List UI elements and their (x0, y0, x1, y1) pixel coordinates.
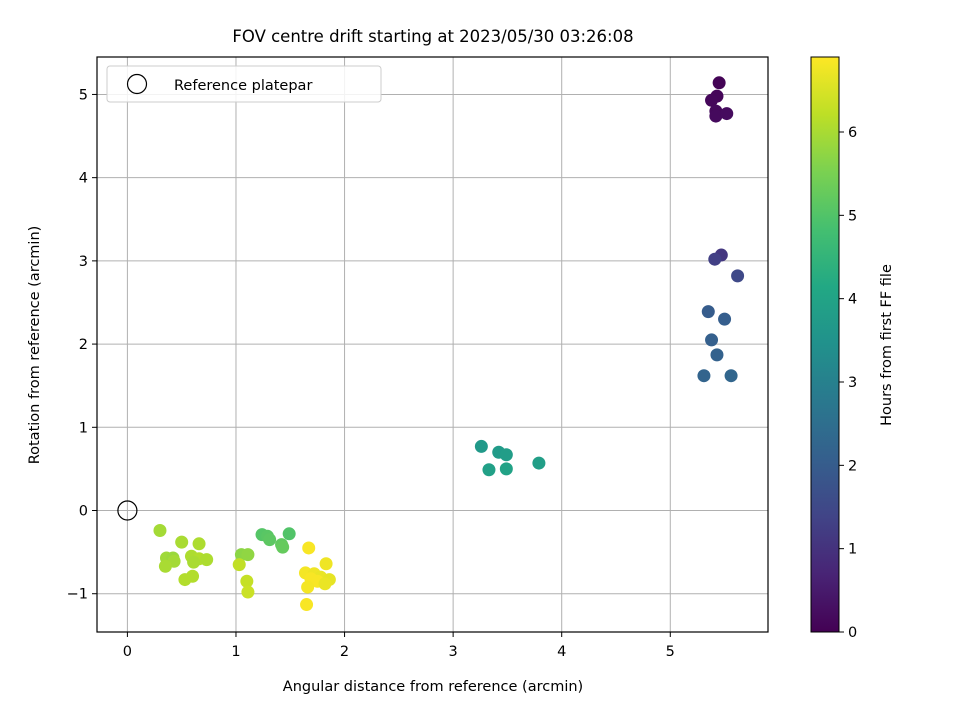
data-point (720, 107, 734, 121)
x-tick-label: 3 (449, 644, 458, 660)
colorbar-tick-label: 4 (848, 292, 857, 308)
data-point (718, 312, 732, 326)
data-point (187, 555, 201, 569)
data-point (709, 109, 723, 123)
colorbar: 0 1 2 3 4 5 6 Hours from first FF file (810, 56, 895, 641)
y-tick-label: 3 (79, 254, 88, 270)
x-tick-label: 4 (557, 644, 566, 660)
y-tick-label: 2 (79, 337, 88, 353)
legend: Reference platepar (106, 65, 382, 103)
data-points (117, 76, 745, 612)
data-point (240, 574, 254, 588)
y-tick-label: 0 (79, 504, 88, 520)
y-tick-label: −1 (67, 587, 88, 603)
colorbar-ticks: 0 1 2 3 4 5 6 (839, 125, 857, 641)
x-axis-ticks: 0 1 2 3 4 5 (123, 632, 675, 660)
x-tick-label: 2 (340, 644, 349, 660)
data-point (302, 541, 316, 555)
data-point (300, 598, 314, 612)
colorbar-tick-label: 0 (848, 625, 857, 641)
data-point (192, 537, 206, 551)
colorbar-tick-label: 6 (848, 125, 857, 141)
y-tick-label: 1 (79, 420, 88, 436)
data-point (474, 439, 488, 453)
colorbar-tick-label: 2 (848, 458, 857, 474)
x-tick-label: 0 (123, 644, 132, 660)
legend-box (106, 65, 382, 103)
data-point (724, 369, 738, 383)
data-point (263, 533, 277, 547)
x-tick-label: 5 (666, 644, 675, 660)
data-point (482, 463, 496, 477)
data-point (708, 252, 722, 266)
data-point (319, 557, 333, 571)
data-point (276, 540, 290, 554)
colorbar-tick-label: 1 (848, 542, 857, 558)
colorbar-tick-label: 3 (848, 375, 857, 391)
y-axis-ticks: −1 0 1 2 3 4 5 (67, 87, 97, 603)
x-tick-label: 1 (231, 644, 240, 660)
data-point (532, 456, 546, 470)
colorbar-label: Hours from first FF file (879, 264, 895, 426)
colorbar-gradient (810, 56, 840, 633)
data-point (705, 333, 719, 347)
data-point (241, 548, 255, 562)
data-point (158, 559, 172, 573)
colorbar-tick-label: 5 (848, 208, 857, 224)
data-point (241, 585, 255, 599)
data-point (318, 577, 332, 591)
data-point (712, 76, 726, 90)
data-point (701, 305, 715, 319)
data-point (232, 558, 246, 572)
data-point (710, 348, 724, 362)
chart-title: FOV centre drift starting at 2023/05/30 … (232, 27, 633, 46)
y-axis-label: Rotation from reference (arcmin) (27, 226, 43, 465)
legend-entry-reference-platepar: Reference platepar (174, 78, 312, 94)
y-tick-label: 5 (79, 87, 88, 103)
data-point (731, 269, 745, 283)
grid (97, 57, 768, 632)
data-point (697, 369, 711, 383)
data-point (153, 523, 167, 537)
y-tick-label: 4 (79, 171, 88, 187)
x-axis-label: Angular distance from reference (arcmin) (283, 679, 583, 695)
data-point (175, 535, 189, 549)
data-point (499, 448, 513, 462)
data-point (178, 573, 192, 587)
reference-platepar-marker (117, 500, 138, 521)
legend-marker-circle (126, 73, 148, 95)
data-point (200, 553, 214, 567)
data-point (301, 580, 315, 594)
data-point (705, 93, 719, 107)
data-point (282, 527, 296, 541)
data-point (499, 462, 513, 476)
